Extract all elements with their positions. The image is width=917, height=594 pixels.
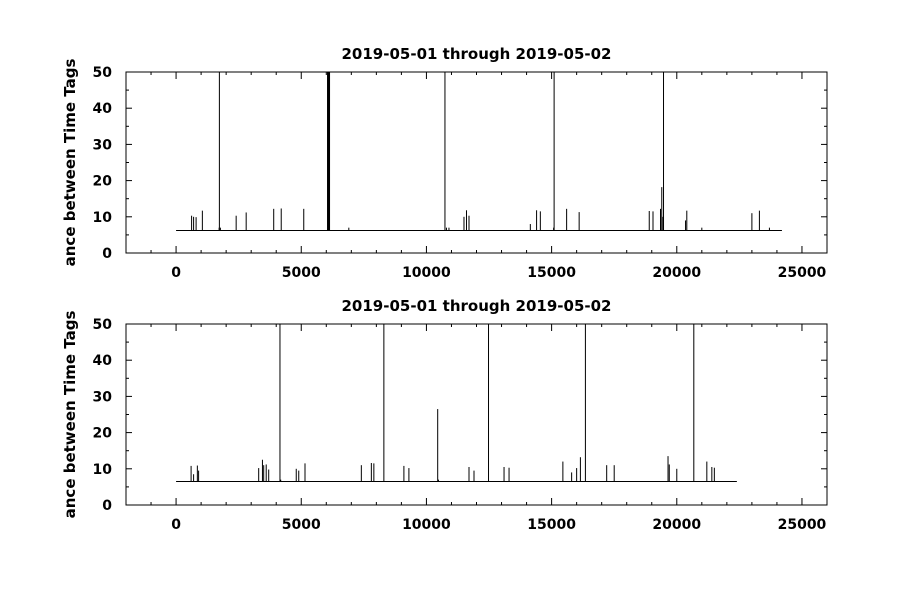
y-tick-label: 10 xyxy=(93,210,113,226)
x-tick-label: 25000 xyxy=(778,517,827,533)
y-tick-label: 20 xyxy=(93,174,113,190)
x-tick-label: 0 xyxy=(171,517,181,533)
chart-panel-top: 2019-05-01 through 2019-05-02 0 10 20 30 40 50… xyxy=(61,45,828,281)
x-tick-label: 5000 xyxy=(282,517,321,533)
y-axis-label: ance between Time Tags xyxy=(61,311,79,519)
y-tick-label: 50 xyxy=(93,65,113,81)
x-tick-label: 25000 xyxy=(778,265,827,281)
x-tick-label: 0 xyxy=(171,265,181,281)
y-tick-label: 0 xyxy=(102,498,112,514)
y-tick-label: 50 xyxy=(93,317,113,333)
chart-panel-bottom: 2019-05-01 through 2019-05-02 0 10 20 30 40 50… xyxy=(61,297,828,533)
y-tick-label: 40 xyxy=(93,353,113,369)
y-tick-label: 30 xyxy=(93,137,113,153)
y-axis-label: ance between Time Tags xyxy=(61,59,79,267)
y-tick-label: 40 xyxy=(93,101,113,117)
x-tick-label: 10000 xyxy=(402,265,451,281)
y-tick-label: 10 xyxy=(93,462,113,478)
chart-title: 2019-05-01 through 2019-05-02 xyxy=(342,297,612,315)
chart-title: 2019-05-01 through 2019-05-02 xyxy=(342,45,612,63)
x-tick-label: 10000 xyxy=(402,517,451,533)
x-tick-label: 15000 xyxy=(527,265,576,281)
y-tick-label: 0 xyxy=(102,246,112,262)
y-tick-label: 20 xyxy=(93,426,113,442)
x-tick-label: 20000 xyxy=(652,517,701,533)
plot-frame xyxy=(125,323,828,506)
x-tick-label: 5000 xyxy=(282,265,321,281)
x-tick-label: 20000 xyxy=(652,265,701,281)
y-tick-label: 30 xyxy=(93,389,113,405)
plot-frame xyxy=(125,71,828,254)
x-tick-label: 15000 xyxy=(527,517,576,533)
